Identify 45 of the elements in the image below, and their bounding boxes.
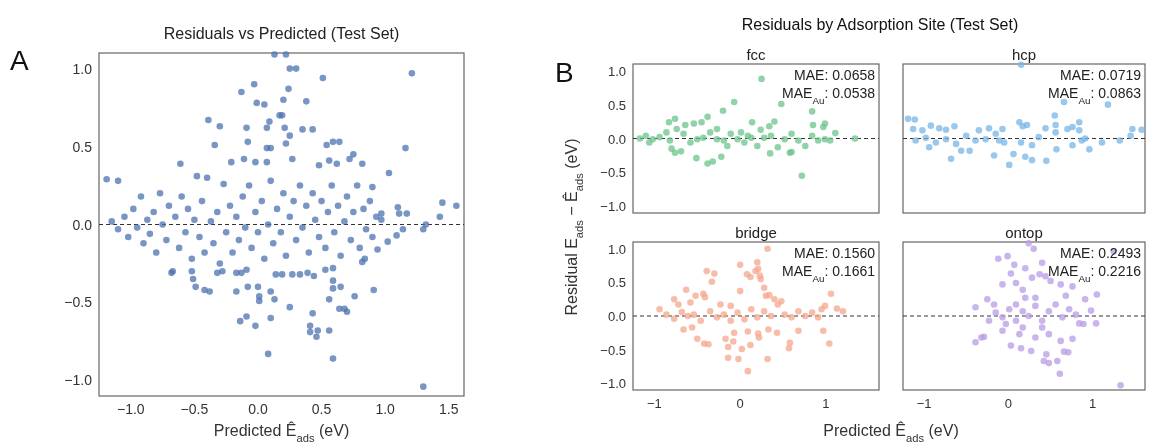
x-axis-title: Predicted Ê$_{ads}$ (eV) <box>823 421 959 444</box>
y-tick-label: 1.0 <box>607 63 626 79</box>
chart-title: bridge <box>735 224 777 241</box>
text: B <box>555 57 574 88</box>
x-tick-label: 1 <box>1089 396 1097 411</box>
text: A <box>10 45 29 76</box>
x-tick-label: −1.0 <box>116 401 145 417</box>
y-tick-label: −1.0 <box>64 372 93 389</box>
y-tick-label: −0.5 <box>600 342 626 358</box>
y-tick-label: 0.5 <box>72 138 93 155</box>
x-tick-label: 0 <box>1004 396 1013 411</box>
chart-title: fcc <box>746 46 767 63</box>
y-tick-label: −0.5 <box>600 165 626 181</box>
annotation: MAE$_{Au}$: 0.0538 <box>782 85 876 106</box>
annotation: MAE: 0.0719 <box>1060 67 1142 83</box>
chart-title: ontop <box>1005 224 1043 241</box>
y-tick-label: 0.0 <box>72 216 93 233</box>
annotation: MAE: 0.2493 <box>1060 245 1142 261</box>
chart-title: Residuals vs Predicted (Test Set) <box>163 25 400 42</box>
annotation: MAE: 0.0658 <box>794 67 876 83</box>
x-axis-title: Predicted Ê$_{ads}$ (eV) <box>213 421 350 444</box>
y-tick-label: −1.0 <box>600 199 626 215</box>
y-tick-label: −1.0 <box>600 376 626 392</box>
x-tick-label: 0.5 <box>311 401 332 417</box>
x-tick-label: 1.0 <box>375 401 396 417</box>
x-tick-label: 0.0 <box>248 401 268 417</box>
y-tick-label: 0.5 <box>607 275 626 291</box>
y-tick-label: 0.0 <box>607 131 626 147</box>
x-tick-label: 1 <box>822 396 830 411</box>
chart-title: hcp <box>1011 46 1037 63</box>
annotation: MAE$_{Au}$: 0.2216 <box>1048 263 1142 284</box>
x-tick-label: 0 <box>736 396 744 411</box>
x-tick-label: 1.5 <box>439 401 459 417</box>
y-tick-label: −0.5 <box>64 294 93 311</box>
x-tick-label: −1 <box>647 396 662 411</box>
y-tick-label: 1.0 <box>607 241 626 257</box>
annotation: MAE: 0.1560 <box>794 245 876 261</box>
annotation: MAE$_{Au}$: 0.0863 <box>1048 85 1142 106</box>
annotation: MAE$_{Au}$: 0.1661 <box>782 263 876 284</box>
y-tick-label: 0.5 <box>607 97 626 113</box>
text: Residuals by Adsorption Site (Test Set) <box>741 16 1019 33</box>
y-tick-label: 0.0 <box>607 309 626 324</box>
y-tick-label: 1.0 <box>72 60 93 77</box>
x-tick-label: −0.5 <box>180 401 209 417</box>
x-tick-label: −1 <box>916 396 932 411</box>
